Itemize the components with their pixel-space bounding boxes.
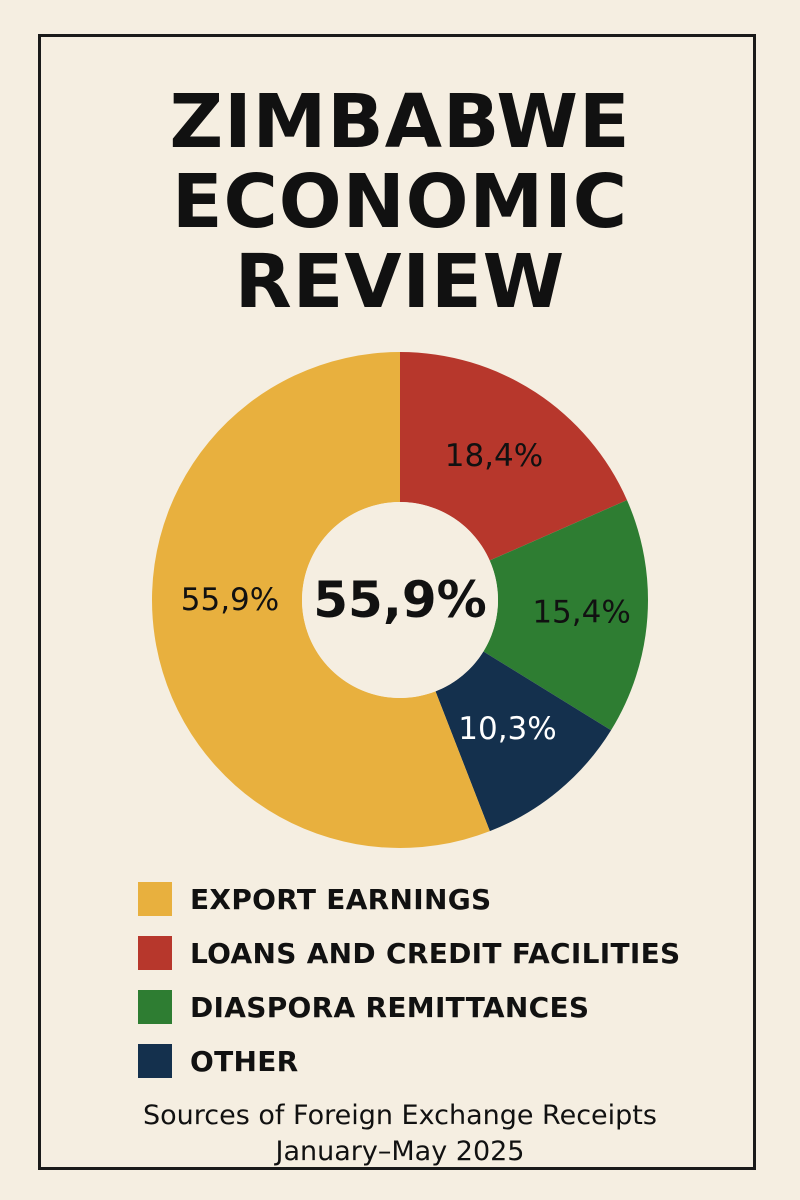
poster-frame	[38, 34, 756, 1170]
slice-label: 10,3%	[458, 711, 556, 747]
pie-slice-other	[435, 651, 612, 832]
page-title: ZIMBABWE ECONOMIC REVIEW	[0, 82, 800, 322]
donut-hole	[302, 502, 498, 698]
title-line-3: REVIEW	[234, 239, 566, 325]
legend-swatch	[138, 936, 172, 970]
caption-line-1: Sources of Foreign Exchange Receipts	[143, 1100, 657, 1131]
pie-slice-diaspora-remittances	[483, 500, 648, 731]
caption-line-2: January–May 2025	[275, 1136, 525, 1167]
legend-label: EXPORT EARNINGS	[190, 882, 492, 916]
legend-label: OTHER	[190, 1044, 299, 1078]
chart-legend: EXPORT EARNINGS LOANS AND CREDIT FACILIT…	[138, 872, 680, 1088]
center-label: 55,9%	[313, 571, 486, 629]
legend-swatch	[138, 1044, 172, 1078]
slice-label: 15,4%	[532, 595, 630, 631]
legend-swatch	[138, 990, 172, 1024]
title-line-2: ECONOMIC	[171, 159, 629, 245]
legend-label: DIASPORA REMITTANCES	[190, 990, 590, 1024]
legend-label: LOANS AND CREDIT FACILITIES	[190, 936, 681, 970]
pie-slice-loans-and-credit-facilities	[400, 352, 627, 561]
legend-item-loans-and-credit-facilities: LOANS AND CREDIT FACILITIES	[138, 926, 680, 980]
chart-caption: Sources of Foreign Exchange Receipts Jan…	[0, 1098, 800, 1170]
title-line-1: ZIMBABWE	[169, 79, 631, 165]
legend-item-diaspora-remittances: DIASPORA REMITTANCES	[138, 980, 680, 1034]
slice-label: 18,4%	[445, 438, 543, 474]
legend-item-other: OTHER	[138, 1034, 680, 1088]
pie-slice-export-earnings	[151, 352, 490, 849]
slice-label: 55,9%	[181, 582, 279, 618]
legend-item-export-earnings: EXPORT EARNINGS	[138, 872, 680, 926]
legend-swatch	[138, 882, 172, 916]
